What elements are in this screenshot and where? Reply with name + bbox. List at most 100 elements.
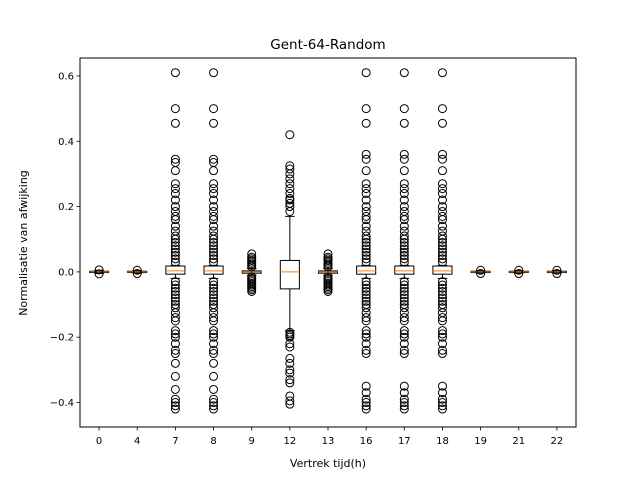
flier-point [170, 401, 180, 411]
flier-point [437, 283, 447, 293]
flier-point [285, 353, 295, 363]
flier-point [399, 388, 409, 398]
x-tick-label: 8 [210, 436, 216, 447]
flier-point [285, 169, 295, 179]
flier-point [209, 118, 219, 128]
flier-point [437, 401, 447, 411]
plot-area [89, 68, 567, 414]
flier-point [285, 339, 295, 349]
flier-point [285, 342, 295, 352]
flier-point [399, 345, 409, 355]
flier-point [323, 286, 333, 296]
flier-point [361, 221, 371, 231]
flier-point [209, 349, 219, 359]
x-tick-label: 22 [551, 436, 564, 447]
flier-point [170, 303, 180, 313]
flier-point [437, 202, 447, 212]
flier-point [437, 238, 447, 247]
box-group-4 [127, 265, 148, 279]
flier-point [170, 257, 180, 267]
flier-point [399, 118, 409, 128]
flier-point [209, 290, 219, 300]
flier-point [399, 326, 409, 336]
flier-point [361, 404, 371, 414]
y-tick-label: 0.4 [58, 137, 74, 148]
y-tick-label: −0.4 [50, 398, 74, 409]
flier-point [437, 234, 447, 244]
flier-point [399, 254, 409, 264]
flier-point [361, 394, 371, 404]
flier-point [361, 215, 371, 225]
flier-point [361, 118, 371, 128]
flier-point [361, 68, 371, 78]
flier-point [285, 189, 295, 199]
flier-point [399, 404, 409, 414]
flier-point [209, 316, 219, 326]
flier-point [361, 189, 371, 199]
flier-point [437, 345, 447, 355]
flier-point [170, 202, 180, 212]
flier-point [399, 244, 409, 254]
flier-point [285, 368, 295, 378]
flier-point [209, 303, 219, 313]
flier-point [170, 384, 180, 394]
flier-point [361, 401, 371, 411]
flier-point [209, 394, 219, 404]
flier-point [170, 215, 180, 225]
flier-point [437, 104, 447, 114]
flier-point [361, 303, 371, 313]
flier-point [437, 241, 447, 251]
flier-point [399, 398, 409, 408]
flier-point [437, 189, 447, 199]
flier-point [170, 283, 180, 293]
flier-point [361, 202, 371, 212]
flier-point [209, 293, 219, 303]
flier-point [285, 365, 295, 375]
flier-point [209, 241, 219, 251]
flier-point [437, 326, 447, 336]
flier-point [209, 326, 219, 336]
flier-point [209, 68, 219, 78]
flier-point [209, 339, 219, 349]
flier-point [170, 286, 180, 296]
flier-point [361, 293, 371, 303]
flier-point [170, 247, 180, 257]
flier-point [209, 401, 219, 411]
flier-point [323, 262, 333, 272]
flier-point [514, 269, 524, 279]
box [279, 259, 300, 290]
flier-point [399, 221, 409, 231]
x-tick-label: 12 [283, 436, 296, 447]
y-tick-label: −0.2 [50, 333, 74, 344]
flier-point [209, 283, 219, 293]
flier-point [361, 326, 371, 336]
flier-point [209, 345, 219, 355]
x-axis-label: Vertrek tijd(h) [290, 457, 366, 470]
flier-point [437, 166, 447, 176]
flier-point [361, 280, 371, 290]
flier-point [437, 221, 447, 231]
flier-point [209, 244, 219, 254]
flier-point [437, 388, 447, 398]
flier-point [361, 195, 371, 205]
flier-point [437, 277, 447, 287]
flier-point [209, 254, 219, 264]
flier-point [399, 247, 409, 257]
flier-point [170, 154, 180, 164]
flier-point [170, 296, 180, 306]
flier-point [437, 257, 447, 267]
flier-point [361, 257, 371, 267]
flier-point [209, 332, 219, 342]
x-tick-label: 13 [322, 436, 335, 447]
flier-point [361, 104, 371, 114]
flier-point [285, 195, 295, 205]
flier-point [399, 280, 409, 290]
flier-point [399, 215, 409, 225]
flier-point [399, 231, 409, 241]
flier-point [170, 251, 180, 261]
flier-point [399, 394, 409, 404]
flier-point [285, 378, 295, 388]
x-tick-label: 16 [360, 436, 373, 447]
